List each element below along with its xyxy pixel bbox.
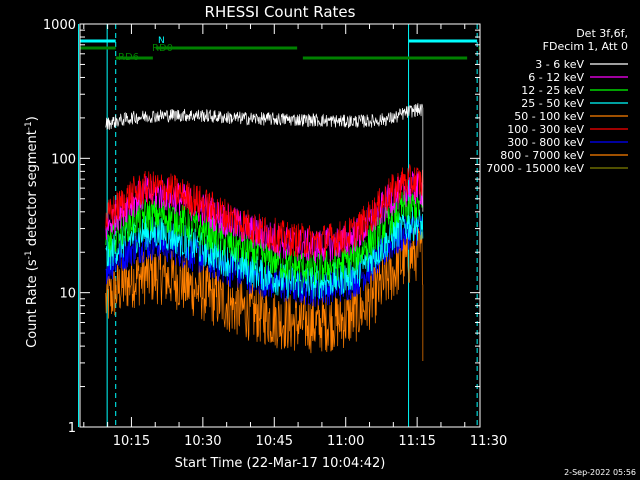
y-axis-label-end: ) <box>25 116 40 121</box>
series-line-0 <box>105 103 424 212</box>
y-axis-label: Count Rate (s-1 detector segment-1) <box>24 116 40 348</box>
y-axis-label-main: Count Rate (s <box>25 259 40 348</box>
legend-label-3: 25 - 50 keV <box>521 97 584 110</box>
series-line-3 <box>105 206 424 300</box>
chart-title: RHESSI Count Rates <box>205 3 356 21</box>
y-tick-label: 1000 <box>43 18 76 33</box>
legend-label-1: 6 - 12 keV <box>528 71 584 84</box>
y-tick-label: 1 <box>68 421 76 436</box>
x-tick-label: 10:15 <box>113 434 150 449</box>
flag-label-rd0: RD0 <box>152 43 173 54</box>
timestamp: 2-Sep-2022 05:56 <box>564 468 636 477</box>
y-axis-label-mid: detector segment <box>25 130 40 250</box>
x-tick-label: 11:00 <box>327 434 364 449</box>
legend-header-line-1: Det 3f,6f, <box>576 27 628 40</box>
y-tick-label: 10 <box>59 287 76 302</box>
x-tick-label: 10:30 <box>184 434 221 449</box>
series-line-4 <box>105 224 424 361</box>
y-axis-label-sup: -1 <box>24 250 34 259</box>
flag-label-n: N <box>158 36 165 46</box>
legend-label-7: 800 - 7000 keV <box>500 149 584 162</box>
legend-label-4: 50 - 100 keV <box>514 110 584 123</box>
legend-label-8: 7000 - 15000 keV <box>486 162 584 175</box>
flag-label-rd6: RD6 <box>118 52 139 63</box>
legend-header-line-2: FDecim 1, Att 0 <box>543 40 628 53</box>
series-line-2 <box>105 188 424 285</box>
legend-label-6: 300 - 800 keV <box>507 136 584 149</box>
series-line-5 <box>105 164 424 258</box>
x-tick-label: 11:15 <box>398 434 435 449</box>
legend-label-5: 100 - 300 keV <box>507 123 584 136</box>
x-axis-label: Start Time (22-Mar-17 10:04:42) <box>175 456 386 471</box>
x-tick-label: 10:45 <box>256 434 293 449</box>
legend-label-2: 12 - 25 keV <box>521 84 584 97</box>
legend-label-0: 3 - 6 keV <box>535 58 584 71</box>
y-tick-label: 100 <box>51 152 76 167</box>
plot-frame <box>79 23 481 428</box>
x-tick-label: 11:30 <box>470 434 507 449</box>
y-axis-label-sup2: -1 <box>24 121 34 130</box>
